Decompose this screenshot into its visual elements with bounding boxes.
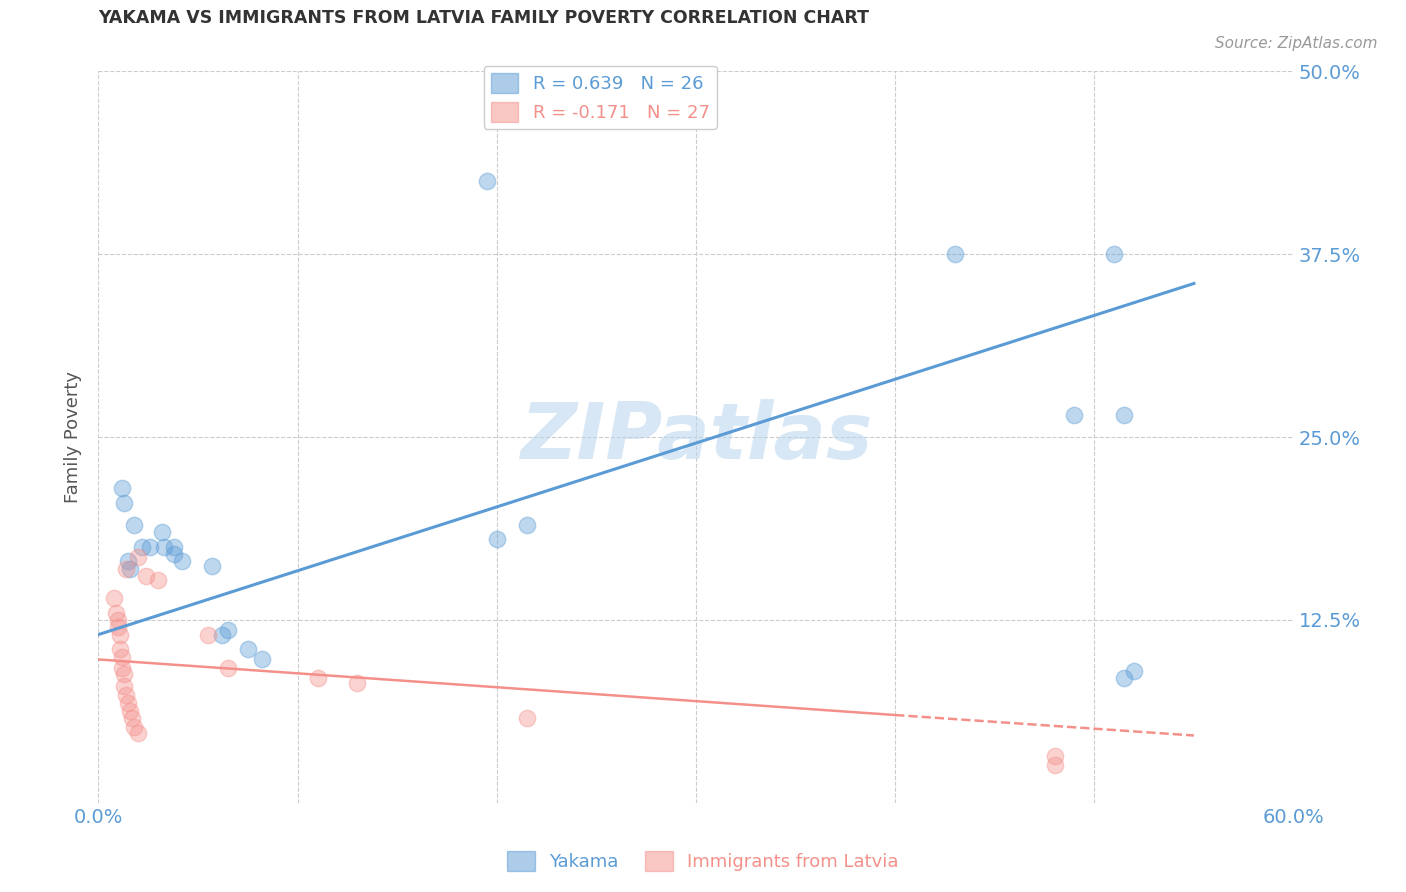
- Point: [117, 696, 139, 710]
- Point: [1114, 408, 1136, 422]
- Point: [217, 661, 239, 675]
- Point: [121, 711, 143, 725]
- Point: [150, 525, 173, 540]
- Point: [127, 725, 149, 739]
- Point: [111, 661, 134, 675]
- Point: [197, 627, 219, 641]
- Point: [148, 574, 170, 588]
- Point: [1063, 408, 1085, 422]
- Legend: Yakama, Immigrants from Latvia: Yakama, Immigrants from Latvia: [501, 844, 905, 879]
- Point: [943, 247, 966, 261]
- Point: [107, 613, 129, 627]
- Point: [127, 549, 149, 564]
- Point: [516, 711, 538, 725]
- Point: [475, 174, 498, 188]
- Point: [217, 623, 239, 637]
- Point: [112, 679, 135, 693]
- Point: [111, 481, 134, 495]
- Point: [110, 642, 132, 657]
- Point: [139, 540, 162, 554]
- Point: [1043, 749, 1066, 764]
- Point: [153, 540, 176, 554]
- Point: [485, 533, 508, 547]
- Point: [131, 540, 153, 554]
- Point: [124, 720, 146, 734]
- Point: [107, 620, 129, 634]
- Text: ZIPatlas: ZIPatlas: [520, 399, 872, 475]
- Point: [1102, 247, 1125, 261]
- Point: [172, 554, 194, 568]
- Point: [110, 627, 132, 641]
- Text: Source: ZipAtlas.com: Source: ZipAtlas.com: [1215, 36, 1378, 51]
- Point: [211, 627, 233, 641]
- Point: [135, 569, 157, 583]
- Point: [103, 591, 125, 605]
- Point: [516, 517, 538, 532]
- Point: [112, 667, 135, 681]
- Point: [124, 517, 146, 532]
- Point: [115, 562, 138, 576]
- Point: [250, 652, 273, 666]
- Point: [112, 496, 135, 510]
- Point: [111, 649, 134, 664]
- Y-axis label: Family Poverty: Family Poverty: [65, 371, 83, 503]
- Point: [117, 554, 139, 568]
- Point: [201, 558, 224, 573]
- Point: [346, 676, 368, 690]
- Point: [1114, 672, 1136, 686]
- Point: [120, 704, 142, 718]
- Point: [236, 642, 259, 657]
- Point: [1123, 664, 1146, 678]
- Point: [163, 540, 186, 554]
- Point: [307, 672, 329, 686]
- Legend: R = 0.639   N = 26, R = -0.171   N = 27: R = 0.639 N = 26, R = -0.171 N = 27: [484, 66, 717, 129]
- Point: [115, 688, 138, 702]
- Text: YAKAMA VS IMMIGRANTS FROM LATVIA FAMILY POVERTY CORRELATION CHART: YAKAMA VS IMMIGRANTS FROM LATVIA FAMILY …: [98, 10, 869, 28]
- Point: [163, 547, 186, 561]
- Point: [105, 606, 128, 620]
- Point: [1043, 757, 1066, 772]
- Point: [120, 562, 142, 576]
